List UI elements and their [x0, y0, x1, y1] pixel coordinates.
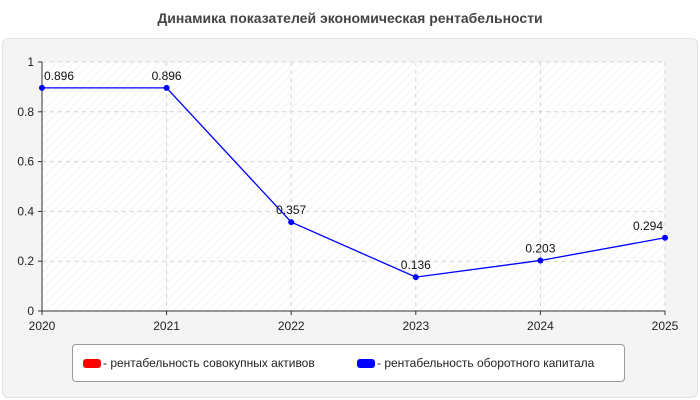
- series-line: [42, 87, 666, 278]
- chart-legend: - рентабельность совокупных активов - ре…: [72, 344, 625, 382]
- x-tick-label: 2023: [402, 319, 429, 333]
- data-label: 0.896: [152, 69, 182, 83]
- chart-title: Динамика показателей экономическая рента…: [157, 10, 543, 26]
- data-point: [537, 257, 544, 264]
- data-point: [39, 84, 45, 91]
- x-tick-label: 2024: [527, 319, 554, 333]
- y-tick-label: 0.6: [17, 155, 34, 169]
- y-tick-label: 0.4: [17, 204, 34, 218]
- data-label: 0.294: [633, 219, 663, 233]
- x-tick-label: 2020: [29, 319, 56, 333]
- y-tick-label: 0: [27, 304, 34, 318]
- legend-swatch-blue: [357, 358, 375, 368]
- legend-swatch-red: [83, 358, 101, 368]
- data-point: [163, 84, 170, 91]
- data-point: [662, 234, 668, 241]
- y-tick-label: 0.8: [17, 105, 34, 119]
- x-tick-label: 2021: [153, 319, 180, 333]
- data-point: [412, 274, 419, 281]
- legend-label: - рентабельность оборотного капитала: [377, 356, 595, 370]
- legend-item-total-assets[interactable]: - рентабельность совокупных активов: [83, 345, 315, 381]
- data-label: 0.896: [44, 69, 74, 83]
- data-label: 0.203: [525, 241, 555, 255]
- data-label: 0.357: [276, 203, 306, 217]
- legend-item-working-capital[interactable]: - рентабельность оборотного капитала: [357, 345, 594, 381]
- legend-label: - рентабельность совокупных активов: [103, 356, 315, 370]
- plot-area: [42, 62, 665, 311]
- x-tick-label: 2022: [278, 319, 305, 333]
- y-tick-label: 0.2: [17, 254, 34, 268]
- x-tick-label: 2025: [652, 319, 679, 333]
- data-label: 0.136: [401, 258, 431, 272]
- y-tick-label: 1: [27, 55, 34, 69]
- data-point: [288, 219, 295, 226]
